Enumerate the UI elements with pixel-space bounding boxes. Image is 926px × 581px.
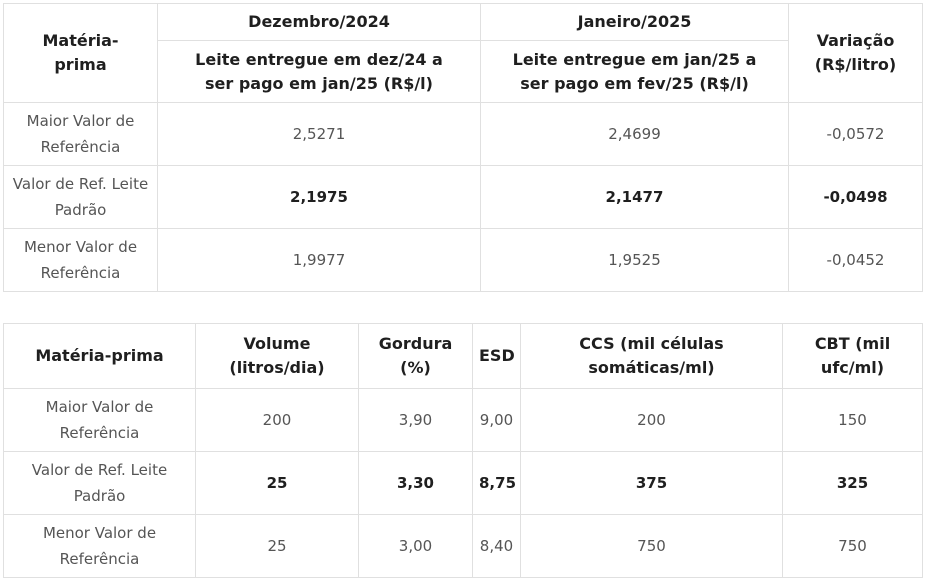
header-cell: ESD	[472, 323, 521, 389]
body-row: Menor Valor de Referência 1,9977 1,9525 -0,…	[3, 228, 923, 292]
header-cell: Dezembro/2024	[157, 3, 481, 41]
header-cell: Leite entregue em jan/25 a ser pago em f…	[480, 40, 789, 103]
row-label: Maior Valor de Referência	[3, 102, 158, 166]
header-cell: Janeiro/2025	[480, 3, 789, 41]
header-cell: Variação (R$/litro)	[788, 3, 923, 103]
value-cell: 1,9525	[480, 228, 789, 292]
table-body: Maior Valor de Referência 2,5271 2,4699 -0,…	[3, 102, 923, 292]
value-cell: 3,90	[358, 388, 473, 452]
reference-price-table: Matéria-prima Dezembro/2024 Janeiro/2025…	[3, 3, 923, 292]
value-cell: 750	[520, 514, 783, 578]
row-label: Menor Valor de Referência	[3, 228, 158, 292]
value-cell: 1,9977	[157, 228, 481, 292]
header-cell: CBT (mil ufc/ml)	[782, 323, 923, 389]
header-cell: CCS (mil células somáticas/ml)	[520, 323, 783, 389]
value-cell: -0,0452	[788, 228, 923, 292]
value-cell: 3,30	[358, 451, 473, 515]
value-cell: 3,00	[358, 514, 473, 578]
header-row: Matéria-prima Volume (litros/dia) Gordura …	[3, 323, 923, 389]
header-row: Matéria-prima Dezembro/2024 Janeiro/2025…	[3, 3, 923, 103]
body-row: Valor de Ref. Leite Padrão 2,1975 2,1477 -0…	[3, 165, 923, 229]
header-cell: Leite entregue em dez/24 a ser pago em j…	[157, 40, 481, 103]
body-row: Valor de Ref. Leite Padrão 25 3,30 8,75 375 3…	[3, 451, 923, 515]
row-label: Valor de Ref. Leite Padrão	[3, 451, 196, 515]
row-label: Valor de Ref. Leite Padrão	[3, 165, 158, 229]
row-label: Maior Valor de Referência	[3, 388, 196, 452]
value-cell: 9,00	[472, 388, 521, 452]
value-cell: 2,5271	[157, 102, 481, 166]
value-cell: 2,1477	[480, 165, 789, 229]
value-cell: -0,0572	[788, 102, 923, 166]
row-label: Menor Valor de Referência	[3, 514, 196, 578]
table-header: Matéria-prima Volume (litros/dia) Gordura …	[3, 323, 923, 389]
value-cell: 200	[520, 388, 783, 452]
body-row: Maior Valor de Referência 2,5271 2,4699 -0,…	[3, 102, 923, 166]
body-row: Maior Valor de Referência 200 3,90 9,00 200 1…	[3, 388, 923, 452]
header-row: Leite entregue em dez/24 a ser pago em j…	[4, 40, 923, 103]
header-cell: Matéria-prima	[3, 323, 196, 389]
body-row: Menor Valor de Referência 25 3,00 8,40 750 75…	[3, 514, 923, 578]
header-cell: Matéria-prima	[3, 3, 158, 103]
quality-parameters-table: Matéria-prima Volume (litros/dia) Gordura …	[3, 323, 923, 578]
table-body: Maior Valor de Referência 200 3,90 9,00 200 1…	[3, 388, 923, 578]
value-cell: 25	[195, 451, 359, 515]
value-cell: 375	[520, 451, 783, 515]
header-cell: Volume (litros/dia)	[195, 323, 359, 389]
table-header: Matéria-prima Dezembro/2024 Janeiro/2025…	[3, 3, 923, 103]
value-cell: 150	[782, 388, 923, 452]
value-cell: 325	[782, 451, 923, 515]
value-cell: 200	[195, 388, 359, 452]
value-cell: 2,1975	[157, 165, 481, 229]
value-cell: 2,4699	[480, 102, 789, 166]
value-cell: -0,0498	[788, 165, 923, 229]
value-cell: 8,40	[472, 514, 521, 578]
value-cell: 8,75	[472, 451, 521, 515]
value-cell: 25	[195, 514, 359, 578]
header-cell: Gordura (%)	[358, 323, 473, 389]
value-cell: 750	[782, 514, 923, 578]
